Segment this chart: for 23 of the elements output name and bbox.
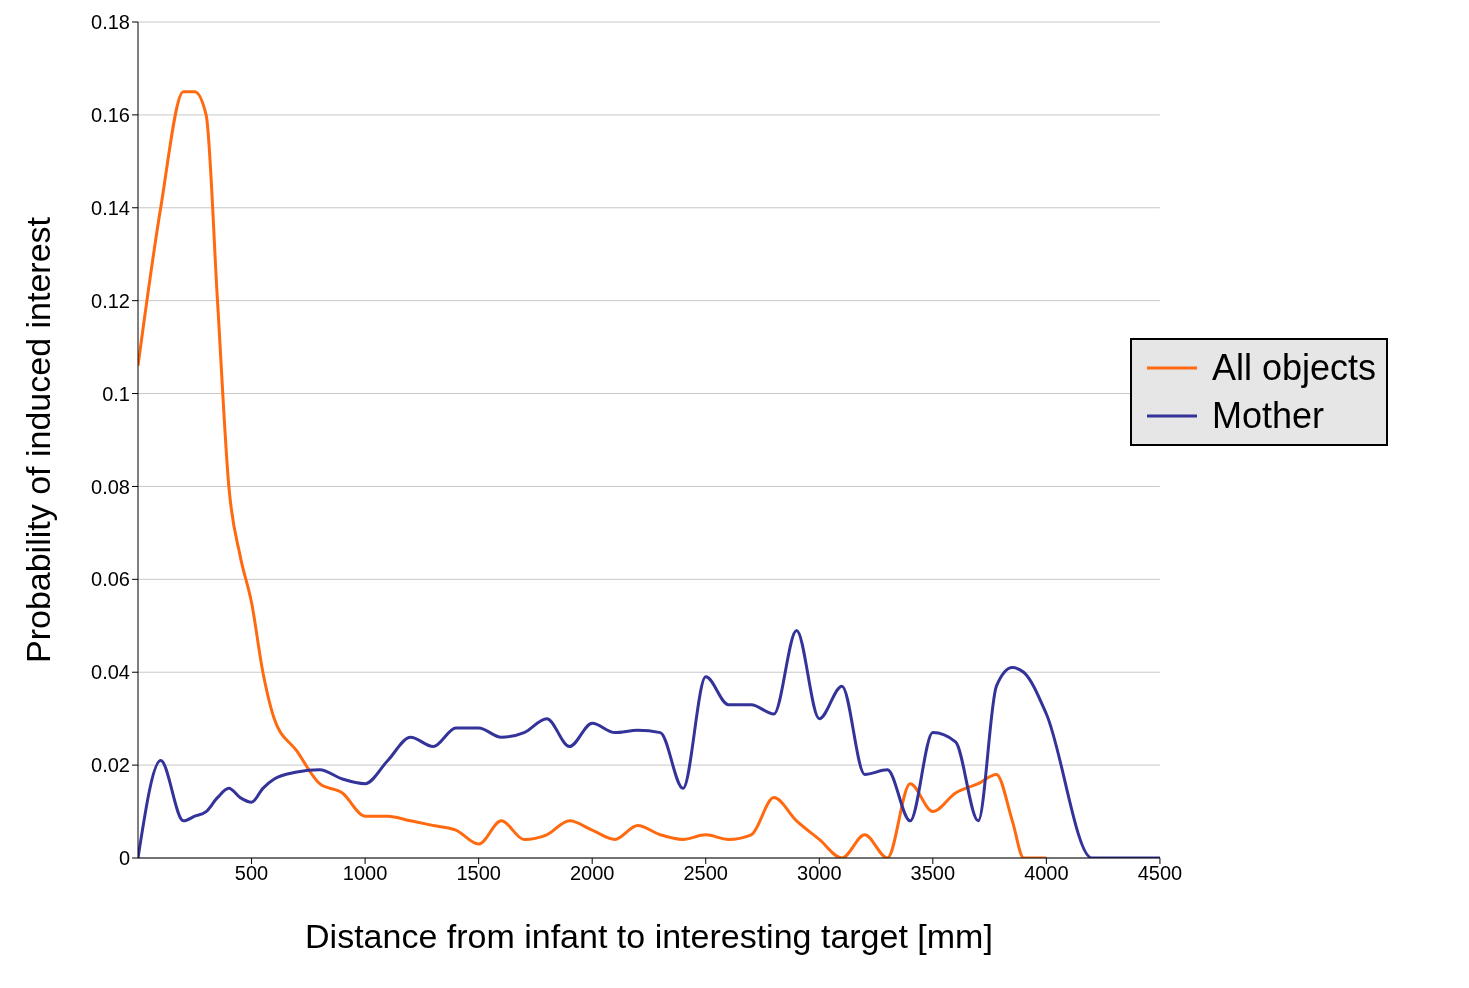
legend-label: All objects <box>1211 347 1376 389</box>
x-tick-label: 2000 <box>569 862 615 885</box>
y-tick-label: 0.12 <box>91 289 130 312</box>
y-tick-label: 0.04 <box>91 661 130 684</box>
legend-label: Mother <box>1211 395 1324 437</box>
y-tick-label: 0.1 <box>102 382 130 405</box>
y-tick-label: 0.06 <box>91 568 130 591</box>
x-tick-label: 3500 <box>910 862 956 885</box>
y-tick-label: 0.16 <box>91 103 130 126</box>
y-tick-label: 0.14 <box>91 196 130 219</box>
y-tick-label: 0 <box>118 847 130 870</box>
y-axis-title: Probability of induced interest <box>19 216 58 664</box>
x-tick-label: 3000 <box>797 862 842 885</box>
x-axis-title: Distance from infant to interesting target [mm] <box>305 917 993 955</box>
x-tick-label: 1500 <box>456 862 501 885</box>
x-tick-label: 500 <box>234 862 269 885</box>
y-tick-label: 0.02 <box>91 754 130 777</box>
x-tick-label: 1000 <box>342 862 388 885</box>
x-tick-label: 4000 <box>1024 862 1069 885</box>
y-tick-label: 0.18 <box>91 11 130 34</box>
x-tick-label: 2500 <box>683 862 728 885</box>
x-tick-label: 4500 <box>1137 862 1183 885</box>
y-tick-label: 0.08 <box>91 475 130 498</box>
